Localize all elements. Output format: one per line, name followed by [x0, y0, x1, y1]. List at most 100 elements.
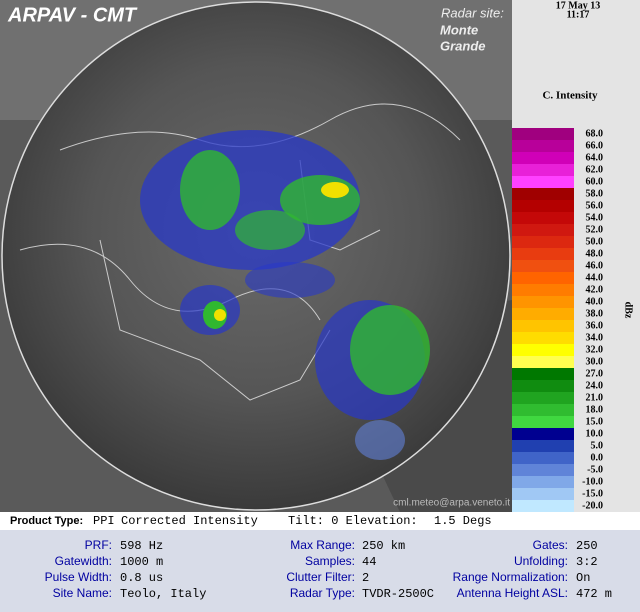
info-label: Site Name: — [53, 586, 112, 600]
info-value: Teolo, Italy — [120, 587, 206, 601]
site-name: Grande — [440, 38, 486, 53]
info-value: 250 km — [362, 539, 405, 553]
legend-swatch — [512, 488, 574, 500]
legend-swatch — [512, 284, 574, 296]
unit: dBz — [623, 302, 634, 319]
elevation: 1.5 Degs — [434, 514, 492, 528]
info-label: Range Normalization: — [453, 570, 568, 584]
legend-swatch — [512, 464, 574, 476]
legend-swatch — [512, 500, 574, 512]
info-value: 472 m — [576, 587, 612, 601]
legend-label: 50.0 — [586, 236, 604, 247]
legend-label: 56.0 — [586, 200, 604, 211]
info-label: PRF: — [85, 538, 112, 552]
legend-label: 58.0 — [586, 188, 604, 199]
info-label: Pulse Width: — [45, 570, 112, 584]
legend-label: 21.0 — [586, 392, 604, 403]
legend-swatch — [512, 236, 574, 248]
legend-label: 52.0 — [586, 224, 604, 235]
legend-label: 62.0 — [586, 164, 604, 175]
legend-swatch — [512, 176, 574, 188]
legend-label: -5.0 — [587, 464, 603, 475]
legend-swatch — [512, 344, 574, 356]
legend-swatch — [512, 260, 574, 272]
legend-label: 27.0 — [586, 368, 604, 379]
info-grid: PRF: 598 Hz Max Range: 250 km Gates: 250 Gatew… — [45, 538, 612, 601]
legend-swatch — [512, 152, 574, 164]
legend-swatch — [512, 200, 574, 212]
title: ARPAV - CMT — [7, 4, 138, 26]
legend-label: 18.0 — [586, 404, 604, 415]
legend-label: 24.0 — [586, 380, 604, 391]
legend-swatch — [512, 212, 574, 224]
info-value: 44 — [362, 555, 376, 569]
info-value: TVDR-2500C — [362, 587, 434, 601]
product-label: Product Type: — [10, 515, 83, 527]
info-label: Samples: — [305, 554, 355, 568]
time: 11:17 — [567, 9, 590, 20]
legend-label: 36.0 — [586, 320, 604, 331]
info-value: 3:2 — [576, 555, 598, 569]
site-label: Radar site: — [441, 5, 504, 20]
tilt: Tilt: 0 Elevation: — [288, 514, 418, 528]
legend-label: 30.0 — [586, 356, 604, 367]
product-title: Corrected Intensity — [121, 514, 258, 528]
legend-swatch — [512, 188, 574, 200]
legend: 68.066.064.062.060.058.056.054.052.050.0… — [512, 128, 603, 512]
legend-label: 60.0 — [586, 176, 604, 187]
legend-label: 46.0 — [586, 260, 604, 271]
info-value: 1000 m — [120, 555, 163, 569]
legend-label: 0.0 — [591, 452, 604, 463]
legend-label: 10.0 — [586, 428, 604, 439]
legend-label: 68.0 — [586, 128, 604, 139]
legend-swatch — [512, 404, 574, 416]
info-label: Unfolding: — [514, 554, 568, 568]
legend-label: -20.0 — [582, 500, 603, 511]
info-value: 0.8 us — [120, 571, 163, 585]
legend-label: 32.0 — [586, 344, 604, 355]
legend-label: 15.0 — [586, 416, 604, 427]
legend-swatch — [512, 248, 574, 260]
legend-swatch — [512, 164, 574, 176]
legend-swatch — [512, 272, 574, 284]
info-value: 598 Hz — [120, 539, 163, 553]
legend-swatch — [512, 440, 574, 452]
legend-label: -10.0 — [582, 476, 603, 487]
legend-swatch — [512, 416, 574, 428]
legend-swatch — [512, 452, 574, 464]
legend-label: 66.0 — [586, 140, 604, 151]
info-label: Max Range: — [290, 538, 355, 552]
legend-label: 42.0 — [586, 284, 604, 295]
legend-swatch — [512, 296, 574, 308]
legend-label: 44.0 — [586, 272, 604, 283]
legend-swatch — [512, 428, 574, 440]
product-name: C. Intensity — [542, 90, 598, 102]
info-label: Gatewidth: — [55, 554, 112, 568]
info-label: Gates: — [533, 538, 568, 552]
legend-swatch — [512, 368, 574, 380]
legend-label: 54.0 — [586, 212, 604, 223]
legend-swatch — [512, 356, 574, 368]
info-label: Clutter Filter: — [286, 570, 355, 584]
legend-swatch — [512, 308, 574, 320]
legend-label: 64.0 — [586, 152, 604, 163]
info-value: On — [576, 571, 590, 585]
legend-label: 48.0 — [586, 248, 604, 259]
info-value: 2 — [362, 571, 369, 585]
legend-swatch — [512, 140, 574, 152]
product-bar — [0, 512, 640, 530]
legend-swatch — [512, 320, 574, 332]
info-label: Antenna Height ASL: — [457, 586, 568, 600]
info-value: 250 — [576, 539, 598, 553]
legend-swatch — [512, 476, 574, 488]
legend-swatch — [512, 128, 574, 140]
legend-label: 38.0 — [586, 308, 604, 319]
legend-swatch — [512, 224, 574, 236]
legend-label: 34.0 — [586, 332, 604, 343]
credit: cml.meteo@arpa.veneto.it — [393, 498, 510, 509]
legend-swatch — [512, 332, 574, 344]
info-label: Radar Type: — [290, 586, 355, 600]
legend-label: 5.0 — [591, 440, 604, 451]
